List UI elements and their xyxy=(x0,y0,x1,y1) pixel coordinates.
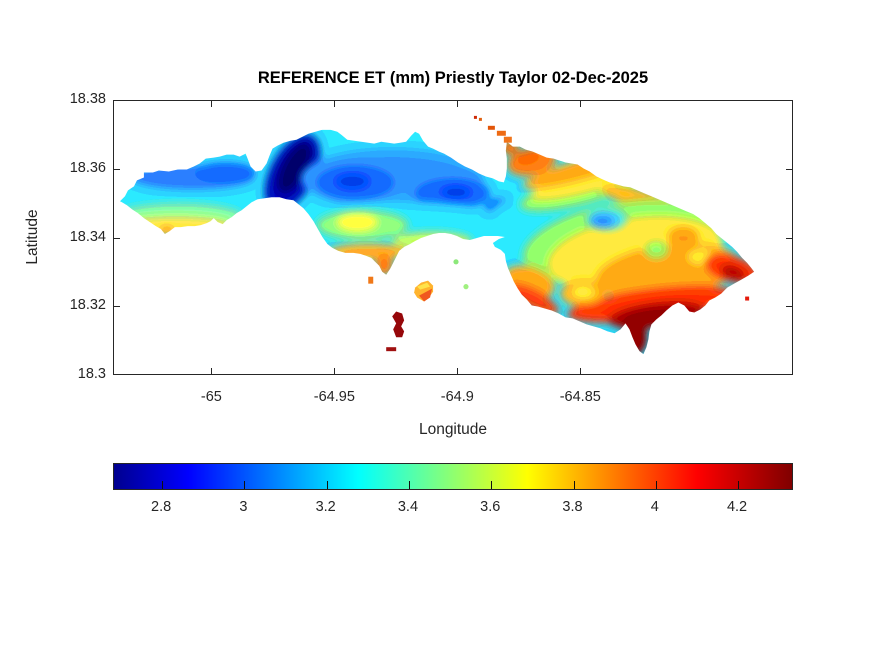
contour-map xyxy=(119,115,755,355)
colorbar-tick-label: 4.2 xyxy=(726,499,748,515)
islet-dark-red xyxy=(392,311,405,338)
y-tick-label: 18.3 xyxy=(77,366,106,382)
colorbar-tick-label: 3.6 xyxy=(480,499,501,515)
x-axis-label: Longitude xyxy=(418,421,488,438)
x-tick xyxy=(211,368,213,374)
island-contour-fill xyxy=(119,129,755,355)
colorbar-tick xyxy=(738,481,740,489)
colorbar-tick xyxy=(655,481,657,489)
colorbar-tick xyxy=(491,481,493,489)
y-tick-right xyxy=(786,168,792,170)
plot-title: REFERENCE ET (mm) Priestly Taylor 02-Dec… xyxy=(257,69,649,87)
x-tick-label: -64.95 xyxy=(313,389,355,405)
colorbar-tick-label: 3 xyxy=(239,499,248,515)
colorbar-tick xyxy=(408,481,410,489)
colorbar-tick xyxy=(573,481,575,489)
colorbar-tick xyxy=(162,481,164,489)
offshore-islets xyxy=(368,115,750,352)
x-tick xyxy=(334,368,336,374)
colorbar-tick-label: 3.8 xyxy=(562,499,583,515)
colorbar-tick-label: 4 xyxy=(650,499,659,515)
x-tick-label: -64.9 xyxy=(440,389,474,405)
y-tick-right xyxy=(786,306,792,308)
x-tick-label: -65 xyxy=(200,389,222,405)
islet-dash xyxy=(386,347,397,352)
islet-red-dot-east xyxy=(745,296,750,301)
y-tick xyxy=(114,168,120,170)
y-tick-label: 18.32 xyxy=(69,297,106,314)
x-tick xyxy=(580,368,582,374)
y-tick xyxy=(114,306,120,308)
islet-green-dot xyxy=(453,259,459,265)
colorbar-tick-label: 2.8 xyxy=(151,499,172,515)
y-tick-label: 18.38 xyxy=(69,91,106,107)
y-tick-label: 18.34 xyxy=(69,228,106,245)
x-tick xyxy=(457,368,459,374)
colorbar-tick xyxy=(326,481,328,489)
colorbar xyxy=(113,463,793,490)
x-tick-top xyxy=(580,101,582,107)
y-tick-label: 18.36 xyxy=(69,159,106,176)
x-tick-top xyxy=(457,101,459,107)
y-tick-right xyxy=(786,237,792,239)
y-tick xyxy=(114,237,120,239)
northeast-islet-streak xyxy=(473,115,512,143)
islet-green-dot xyxy=(463,284,469,290)
plot-area xyxy=(113,100,793,375)
islet-orange-dash xyxy=(368,276,374,284)
colorbar-tick-label: 3.2 xyxy=(315,499,336,515)
colorbar-tick-label: 3.4 xyxy=(397,499,419,515)
x-tick-top xyxy=(334,101,336,107)
colorbar-tick xyxy=(244,481,246,489)
x-tick-label: -64.85 xyxy=(559,389,601,405)
x-tick-top xyxy=(211,101,213,107)
